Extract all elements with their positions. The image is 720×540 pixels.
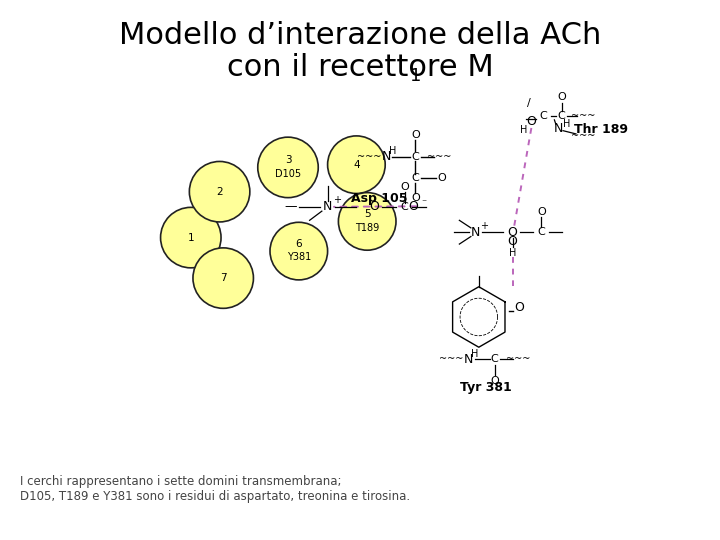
Ellipse shape (161, 207, 221, 268)
Text: ~~~: ~~~ (439, 354, 464, 364)
Text: O: O (526, 115, 536, 128)
Text: 7: 7 (220, 273, 227, 283)
Text: 4: 4 (353, 160, 360, 170)
Text: O: O (514, 301, 524, 314)
Text: con il recettore M: con il recettore M (227, 53, 493, 82)
Text: N: N (470, 226, 480, 239)
Text: +: + (333, 195, 341, 205)
Text: O: O (557, 92, 566, 102)
Ellipse shape (328, 136, 385, 193)
Text: H: H (509, 248, 516, 258)
Text: 1: 1 (410, 66, 422, 85)
Text: ~~~: ~~~ (506, 354, 531, 364)
Text: —: — (284, 200, 297, 213)
Ellipse shape (258, 137, 318, 198)
Text: ~~~: ~~~ (427, 152, 451, 161)
Text: N: N (553, 122, 563, 135)
Text: O: O (508, 235, 518, 248)
Text: C: C (412, 173, 419, 183)
Text: Asp 105: Asp 105 (351, 192, 408, 205)
Text: Y381: Y381 (287, 252, 311, 262)
Text: C: C (491, 354, 498, 364)
Text: 2: 2 (216, 187, 223, 197)
Ellipse shape (189, 161, 250, 222)
Text: C: C (538, 227, 545, 237)
Text: D105: D105 (275, 169, 301, 179)
Text: C: C (558, 111, 565, 121)
Text: H: H (471, 349, 478, 359)
Text: O: O (490, 376, 499, 386)
Text: N: N (323, 200, 333, 213)
Ellipse shape (338, 193, 396, 250)
Text: O: O (508, 226, 518, 239)
Text: O: O (437, 173, 446, 183)
Text: O: O (537, 207, 546, 217)
Text: C: C (401, 202, 408, 212)
Text: H: H (563, 119, 570, 129)
Text: /: / (527, 98, 531, 107)
Text: +: + (480, 221, 488, 231)
Text: O: O (411, 130, 420, 140)
Text: ~~~: ~~~ (571, 111, 595, 121)
Text: O: O (411, 193, 420, 203)
Text: D105, T189 e Y381 sono i residui di aspartato, treonina e tirosina.: D105, T189 e Y381 sono i residui di aspa… (20, 490, 410, 503)
Text: 3: 3 (284, 155, 292, 165)
Text: Thr 189: Thr 189 (575, 123, 628, 136)
Text: O: O (369, 200, 379, 213)
Text: 1: 1 (187, 233, 194, 242)
Text: Tyr 381: Tyr 381 (460, 381, 512, 394)
Text: ~~~: ~~~ (357, 152, 382, 161)
Text: ⁻: ⁻ (421, 199, 427, 208)
Text: N: N (382, 150, 392, 163)
Text: O: O (400, 182, 409, 192)
Ellipse shape (193, 248, 253, 308)
Text: I cerchi rappresentano i sette domini transmembrana;: I cerchi rappresentano i sette domini tr… (20, 475, 342, 488)
Text: 5: 5 (364, 209, 371, 219)
Text: C: C (540, 111, 547, 121)
Text: N: N (463, 353, 473, 366)
Text: O: O (408, 200, 418, 213)
Text: H: H (521, 125, 528, 134)
Text: 6: 6 (295, 239, 302, 249)
Text: Modello d’interazione della ACh: Modello d’interazione della ACh (119, 21, 601, 50)
Ellipse shape (270, 222, 328, 280)
Text: T189: T189 (355, 222, 379, 233)
Text: ~~~: ~~~ (571, 131, 595, 141)
Text: H: H (390, 146, 397, 156)
Text: C: C (412, 152, 419, 161)
